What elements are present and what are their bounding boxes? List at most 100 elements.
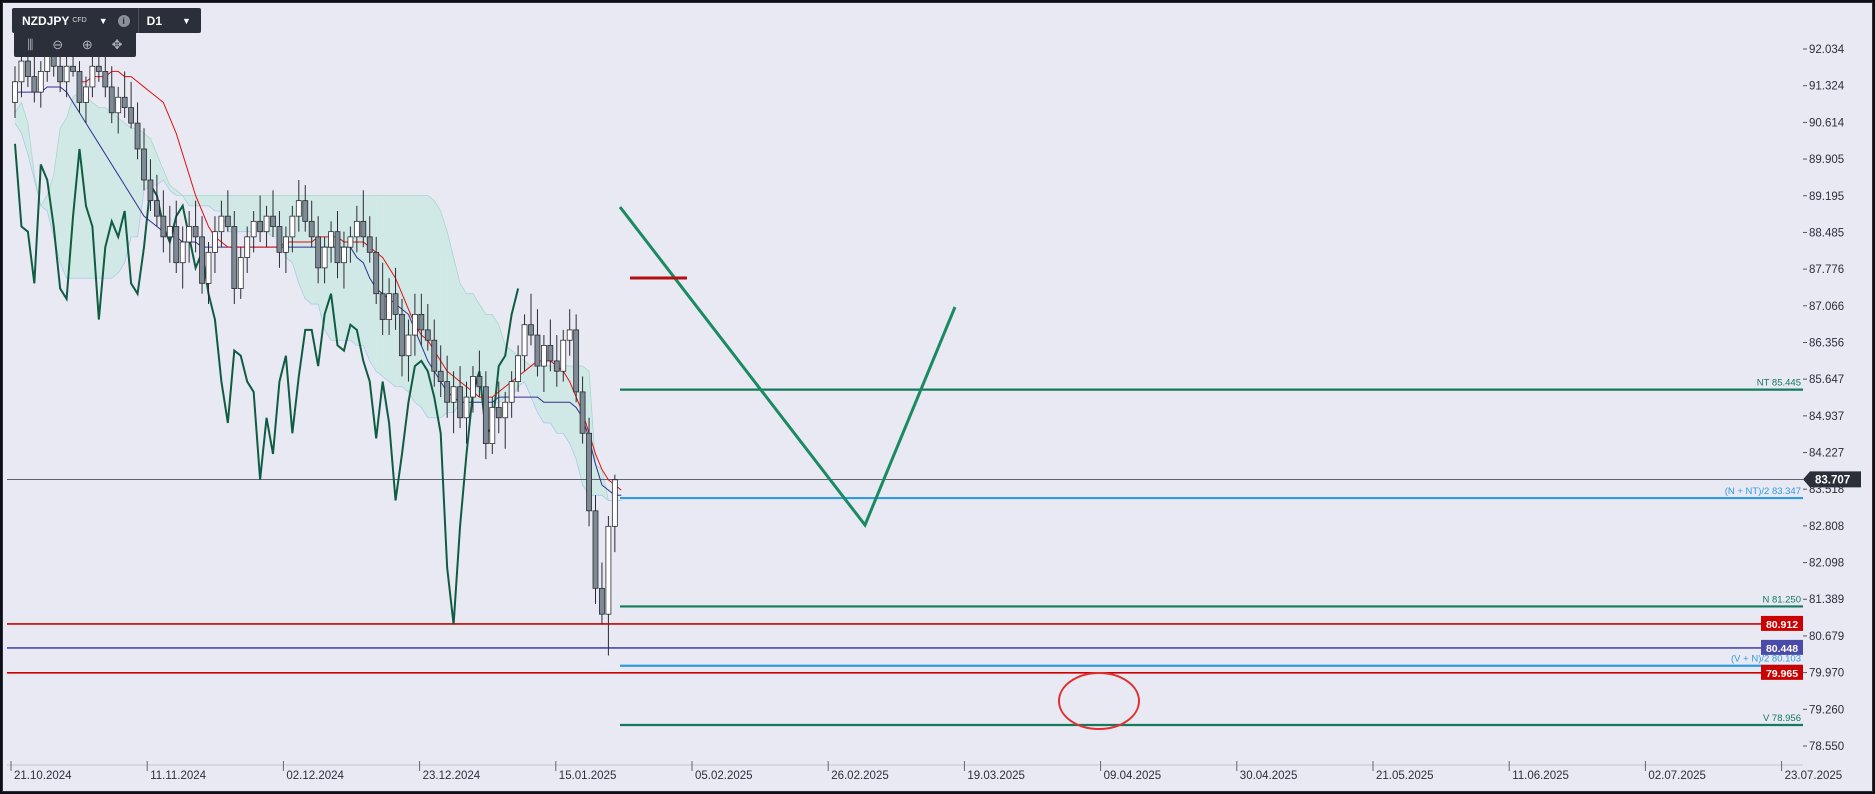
symbol-name: NZDJPY xyxy=(22,13,70,28)
candle-body xyxy=(547,344,554,362)
candle-body xyxy=(315,236,322,269)
cloud-segment xyxy=(537,366,544,423)
candle-body xyxy=(115,96,122,114)
cloud-segment xyxy=(98,107,106,279)
symbol-dropdown-icon[interactable]: ▼ xyxy=(98,15,108,26)
candle-body xyxy=(489,407,496,445)
y-tick-label: 88.485 xyxy=(1809,227,1844,239)
symbol-type: CFD xyxy=(72,17,87,24)
cloud-segment xyxy=(421,195,428,418)
x-tick-label: 21.05.2025 xyxy=(1376,770,1434,782)
cloud-segment xyxy=(350,195,357,346)
candle-body xyxy=(282,236,289,253)
candle-body xyxy=(328,231,334,248)
candle-body xyxy=(76,71,83,103)
candle-body xyxy=(18,60,25,83)
level-label: N 81.250 xyxy=(1762,594,1801,605)
candle-body xyxy=(57,65,64,83)
y-tick-label: 79.970 xyxy=(1809,668,1844,680)
candle-body xyxy=(31,76,38,93)
x-tick-label: 21.10.2024 xyxy=(14,770,72,782)
candle-body xyxy=(341,246,347,264)
cloud-segment xyxy=(202,195,209,206)
cloud-segment xyxy=(376,195,383,377)
candle-body xyxy=(444,381,451,403)
timeframe-dropdown-icon[interactable]: ▼ xyxy=(182,15,191,26)
candle-body xyxy=(192,226,199,238)
candle-body xyxy=(405,334,412,357)
cloud-segment xyxy=(111,112,119,279)
candle-body xyxy=(128,107,134,124)
cloud-segment xyxy=(240,195,248,232)
cloud-segment xyxy=(363,195,370,361)
y-tick-label: 82.808 xyxy=(1809,521,1844,533)
candle-body xyxy=(353,220,360,238)
cloud-segment xyxy=(214,195,222,211)
cloud-segment xyxy=(131,128,138,237)
zoom-out-icon[interactable]: ⊖ xyxy=(52,37,64,52)
cloud-segment xyxy=(60,117,67,279)
candle-body xyxy=(173,226,180,264)
candle-body xyxy=(560,339,567,372)
cloud-segment xyxy=(402,195,409,392)
cloud-segment xyxy=(382,195,390,382)
candle-body xyxy=(134,122,141,150)
candle-body xyxy=(83,86,89,103)
current-price-badge xyxy=(1803,471,1861,488)
wave-drawing xyxy=(618,206,957,528)
candle-body xyxy=(231,226,238,289)
cloud-segment xyxy=(169,185,177,196)
candle-body xyxy=(586,432,592,512)
level-price-label: 80.912 xyxy=(1766,619,1798,631)
info-icon[interactable]: i xyxy=(117,14,130,27)
candle-body xyxy=(153,200,160,217)
candle-body xyxy=(63,65,70,83)
cloud-segment xyxy=(189,195,196,206)
x-tick-label: 19.03.2025 xyxy=(967,770,1025,782)
y-tick-label: 80.679 xyxy=(1809,631,1844,643)
bars-icon[interactable]: ⫼ xyxy=(27,37,34,52)
candle-body xyxy=(476,376,483,388)
cloud-segment xyxy=(15,102,22,134)
y-tick-label: 89.905 xyxy=(1809,154,1844,166)
x-tick-label: 23.07.2025 xyxy=(1785,770,1843,782)
candle-body xyxy=(605,525,612,615)
candle-body xyxy=(302,200,309,222)
candle-body xyxy=(495,407,502,419)
ichimoku-chart[interactable]: NT 85.445 (N + NT)/2 83.347 N 81.250 80.912… xyxy=(3,3,1872,791)
chart-tools: ⫼ ⊖ ⊕ ✥ xyxy=(14,33,136,57)
candle-body xyxy=(44,55,51,72)
zoom-in-icon[interactable]: ⊕ xyxy=(81,37,93,52)
candle-body xyxy=(108,86,115,114)
candle-body xyxy=(186,226,193,243)
x-tick-label: 15.01.2025 xyxy=(559,770,617,782)
timeframe-selector[interactable]: D1 ▼ xyxy=(137,8,201,33)
cloud-segment xyxy=(498,324,506,403)
cloud-segment xyxy=(118,117,125,274)
cloud-segment xyxy=(447,231,454,413)
candle-body xyxy=(276,226,283,253)
candle-body xyxy=(418,313,425,331)
chikou-line xyxy=(14,143,520,625)
candle-body xyxy=(102,71,109,88)
candle-body xyxy=(579,391,586,434)
cloud-segment xyxy=(453,257,461,413)
candle-body xyxy=(592,510,599,589)
y-tick-label: 89.195 xyxy=(1809,191,1844,203)
cloud-segment xyxy=(556,366,564,434)
current-price-label: 83.707 xyxy=(1815,474,1850,486)
y-tick-label: 81.389 xyxy=(1809,594,1844,606)
candle-body xyxy=(50,55,57,67)
symbol-selector[interactable]: NZDJPY CFD xyxy=(12,14,93,28)
candle-body xyxy=(218,215,225,233)
x-tick-label: 09.04.2025 xyxy=(1104,770,1162,782)
crosshair-icon[interactable]: ✥ xyxy=(111,37,123,52)
candle-body xyxy=(553,360,560,372)
y-tick-label: 90.614 xyxy=(1809,117,1845,129)
cloud-segment xyxy=(414,195,422,408)
candle-body xyxy=(24,60,31,78)
cloud-segment xyxy=(337,195,344,341)
candle-body xyxy=(250,220,257,238)
candle-body xyxy=(599,587,605,615)
